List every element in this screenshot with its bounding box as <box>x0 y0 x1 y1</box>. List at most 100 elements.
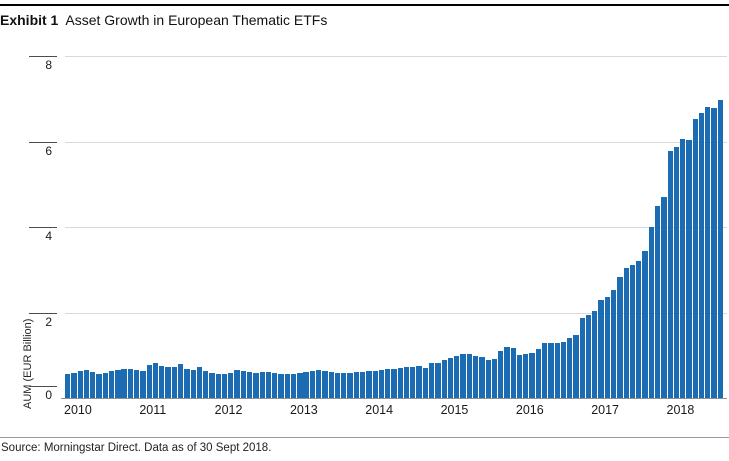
bar-26 <box>228 373 234 398</box>
bar-79 <box>560 341 567 398</box>
top-rule <box>0 4 729 6</box>
bar-62 <box>454 355 460 398</box>
x-tick-label-2014: 2014 <box>365 403 394 417</box>
bar-51 <box>385 369 391 398</box>
bar-74 <box>529 352 535 398</box>
bar-25 <box>221 373 228 398</box>
bar-72 <box>516 355 523 398</box>
x-tick-label-2018: 2018 <box>666 403 695 417</box>
bar-54 <box>403 367 410 398</box>
bar-1 <box>71 372 77 398</box>
bar-34 <box>278 373 284 398</box>
x-tick-label-2017: 2017 <box>591 403 619 417</box>
bar-19 <box>184 368 190 398</box>
gridline-6 <box>65 141 727 143</box>
bar-75 <box>535 348 541 398</box>
x-tick-label-2012: 2012 <box>214 403 243 417</box>
bar-21 <box>196 367 203 398</box>
bar-38 <box>303 371 309 398</box>
bar-44 <box>341 373 347 398</box>
bar-97 <box>673 147 680 398</box>
source-note: Source: Morningstar Direct. Data as of 3… <box>1 442 272 454</box>
bar-93 <box>648 227 654 398</box>
exhibit-number: Exhibit 1 <box>0 12 59 28</box>
bar-7 <box>108 371 115 398</box>
bar-95 <box>661 197 667 398</box>
bar-80 <box>567 338 573 398</box>
bar-39 <box>309 371 316 398</box>
bar-13 <box>146 364 152 398</box>
bar-12 <box>140 370 146 398</box>
x-tick-label-2015: 2015 <box>440 403 469 417</box>
footer-rule <box>0 437 729 438</box>
bar-22 <box>203 371 209 398</box>
y-tick-dash-6 <box>29 141 57 143</box>
bar-35 <box>284 374 290 398</box>
x-axis-line <box>61 398 727 399</box>
bar-0 <box>65 374 71 398</box>
bar-41 <box>322 370 328 398</box>
bar-77 <box>548 343 554 398</box>
bar-88 <box>617 277 623 398</box>
bar-27 <box>234 370 240 398</box>
bar-69 <box>498 350 504 398</box>
bar-15 <box>159 365 165 398</box>
bar-65 <box>472 355 479 398</box>
bar-23 <box>209 373 215 398</box>
bar-89 <box>623 268 629 398</box>
y-tick-label-6: 6 <box>45 143 52 158</box>
bar-28 <box>240 371 247 398</box>
bar-68 <box>491 359 498 398</box>
bar-99 <box>686 139 692 398</box>
bar-24 <box>215 373 221 398</box>
bar-6 <box>102 372 108 398</box>
bar-36 <box>290 374 297 398</box>
bar-49 <box>372 370 378 398</box>
bar-101 <box>698 113 705 398</box>
gridline-8 <box>65 56 727 57</box>
bar-20 <box>190 369 196 398</box>
y-tick-label-0: 0 <box>45 388 52 402</box>
gridline-4 <box>65 227 727 228</box>
x-tick-label-2011: 2011 <box>139 403 167 417</box>
bar-94 <box>654 205 661 398</box>
bar-33 <box>272 372 278 398</box>
bar-29 <box>247 372 253 398</box>
exhibit-title: Exhibit 1 Asset Growth in European Themat… <box>0 12 729 28</box>
bar-71 <box>510 347 516 398</box>
bar-10 <box>127 368 134 398</box>
bar-100 <box>692 119 698 398</box>
bar-4 <box>90 372 96 398</box>
x-tick-label-2016: 2016 <box>515 403 544 417</box>
bar-32 <box>265 371 272 398</box>
bar-18 <box>177 363 184 398</box>
bar-53 <box>397 367 403 398</box>
bar-30 <box>253 372 259 398</box>
bar-57 <box>422 367 429 398</box>
bar-43 <box>334 372 341 398</box>
bar-5 <box>96 374 102 398</box>
bar-73 <box>523 353 529 398</box>
bar-8 <box>115 369 121 398</box>
bar-83 <box>585 314 592 398</box>
bar-64 <box>466 353 472 398</box>
bar-46 <box>353 372 359 398</box>
bar-104 <box>717 100 724 398</box>
bar-50 <box>378 370 385 398</box>
bar-9 <box>121 368 127 398</box>
bar-59 <box>435 363 441 398</box>
bar-31 <box>259 371 265 398</box>
bar-3 <box>83 369 90 398</box>
bar-67 <box>485 359 491 398</box>
bar-16 <box>165 367 171 398</box>
bar-66 <box>479 356 485 398</box>
y-tick-dash-8 <box>29 56 57 57</box>
bar-103 <box>711 108 717 398</box>
bar-86 <box>604 297 611 398</box>
bar-61 <box>447 357 454 398</box>
y-tick-label-4: 4 <box>45 229 52 243</box>
bar-98 <box>680 139 686 398</box>
bar-87 <box>611 289 617 398</box>
chart-title-text: Asset Growth in European Thematic ETFs <box>65 12 328 28</box>
